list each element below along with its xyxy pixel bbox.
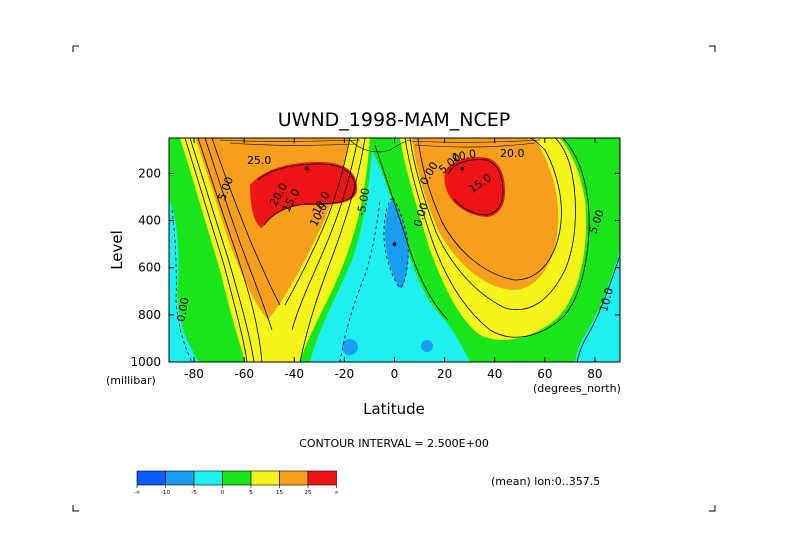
x-tick-label: 0: [391, 367, 399, 381]
y-units: (millibar): [106, 374, 156, 387]
fill-band-neg5-0-right: [575, 250, 620, 362]
y-tick-label: 1000: [130, 355, 161, 369]
fill-band-25-plus-left: [250, 162, 358, 228]
extremum-marker: [305, 166, 309, 171]
x-axis-label: Latitude: [363, 400, 425, 418]
x-tick-label: 60: [537, 367, 552, 381]
colorbar-swatch: [193, 470, 223, 486]
y-tick-label: 800: [138, 308, 161, 322]
extremum-marker: [460, 166, 464, 171]
y-axis-label: Level: [108, 230, 126, 270]
axis-ticks: -80 -60 -40 -20 0 20 40 60 80 200 400 600 800 1000: [130, 138, 620, 381]
fill-band-25-plus-right: [444, 157, 505, 217]
colorbar-swatch: [136, 470, 166, 486]
x-tick-label: 40: [487, 367, 502, 381]
colorbar-label: -∞: [134, 490, 141, 496]
corner-marks: [72, 45, 716, 512]
contour-interval-text: CONTOUR INTERVAL = 2.500E+00: [299, 437, 489, 450]
colorbar-label: ∞: [334, 490, 339, 496]
x-tick-label: -60: [234, 367, 254, 381]
colorbar: -∞ -10 -5 0 5 15 25 ∞: [134, 470, 339, 496]
mean-note: (mean) lon:0..357.5: [491, 475, 600, 488]
contour-label: 25.0: [247, 154, 272, 167]
contour-label: 10.0: [597, 286, 616, 313]
fill-patch-b: [421, 340, 433, 352]
x-tick-label: -20: [335, 367, 355, 381]
contour-label: 20.0: [500, 147, 525, 160]
colorbar-label: -10: [161, 490, 170, 496]
y-tick-label: 600: [138, 261, 161, 275]
x-tick-label: -80: [184, 367, 204, 381]
colorbar-label: 25: [305, 490, 312, 496]
colorbar-swatch: [250, 470, 280, 486]
contour-label: -5.00: [355, 187, 373, 217]
colorbar-swatch: [165, 470, 195, 486]
contour-label: 10.0: [451, 147, 477, 164]
y-tick-label: 400: [138, 214, 161, 228]
fill-band-neg5-0-left: [169, 200, 200, 362]
colorbar-label: -5: [191, 490, 197, 496]
plot-area: -80 -60 -40 -20 0 20 40 60 80 200 400 600 800 1000 25…: [130, 137, 621, 381]
extremum-marker: [392, 242, 397, 246]
fill-patch-a: [342, 339, 358, 355]
x-tick-label: 80: [587, 367, 602, 381]
y-tick-label: 200: [138, 166, 161, 180]
contour-fill: [169, 138, 620, 362]
chart-title: UWND_1998-MAM_NCEP: [278, 109, 510, 131]
colorbar-label: 5: [249, 490, 253, 496]
colorbar-swatch: [222, 470, 252, 486]
colorbar-swatch: [307, 470, 337, 486]
x-tick-label: 20: [437, 367, 452, 381]
colorbar-label: 15: [276, 490, 283, 496]
colorbar-label: 0: [221, 490, 225, 496]
fill-band-neg10-neg5-center: [384, 200, 409, 289]
colorbar-swatch: [279, 470, 309, 486]
contour-lines: [171, 138, 620, 362]
contour-label: 0.00: [175, 296, 192, 322]
x-tick-label: -40: [284, 367, 304, 381]
x-units: (degrees_north): [533, 382, 621, 395]
tropopause-contours: [219, 139, 541, 153]
